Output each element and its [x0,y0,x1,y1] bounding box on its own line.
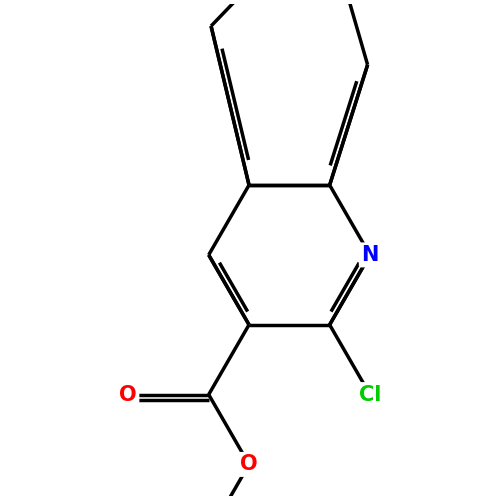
Text: O: O [120,384,137,404]
Text: N: N [362,245,378,265]
Text: O: O [240,454,258,474]
Text: Cl: Cl [359,384,381,404]
